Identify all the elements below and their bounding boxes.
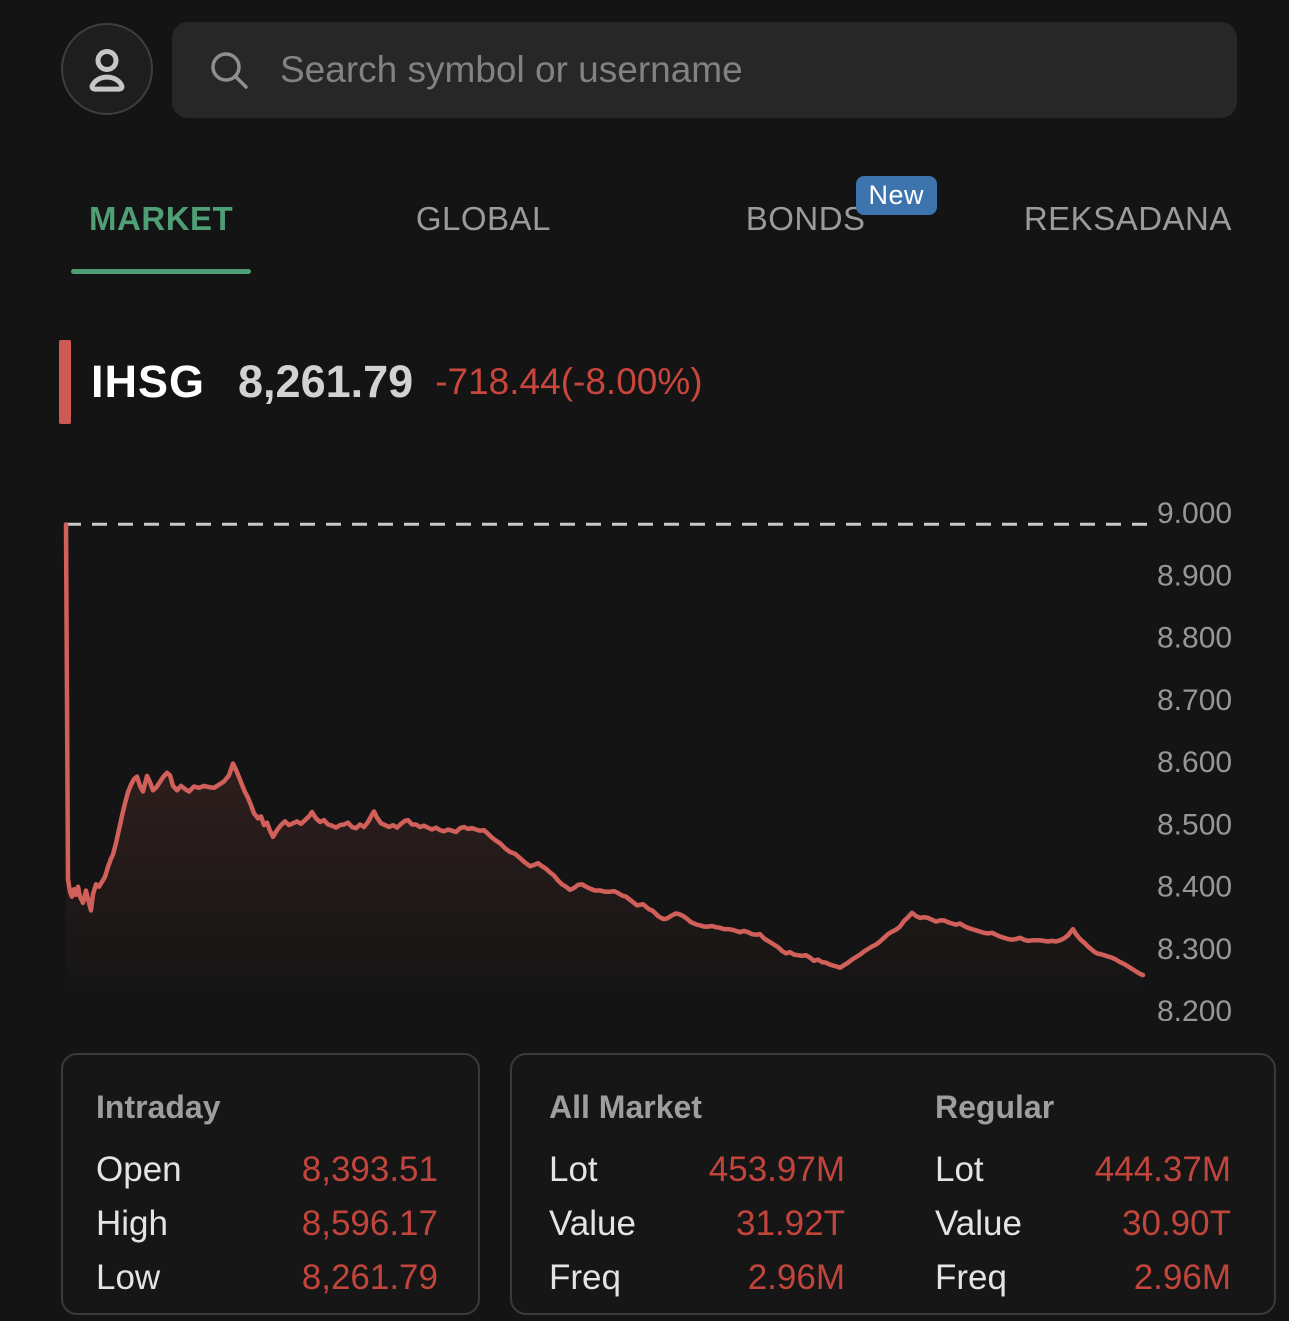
svg-text:8.200: 8.200 bbox=[1157, 995, 1232, 1021]
stat-label: Freq bbox=[549, 1258, 621, 1297]
price-chart[interactable]: 9.000 8.900 8.800 8.700 8.600 8.500 8.400 8.300… bbox=[0, 490, 1289, 1021]
regular-column: Regular Lot 444.37M Value 30.90T Freq 2.… bbox=[935, 1089, 1231, 1313]
stat-value: 8,393.51 bbox=[301, 1150, 438, 1189]
stat-value: 2.96M bbox=[747, 1258, 845, 1297]
tab-global[interactable]: GLOBAL bbox=[322, 164, 644, 274]
svg-text:9.000: 9.000 bbox=[1157, 497, 1232, 530]
svg-text:8.800: 8.800 bbox=[1157, 622, 1232, 655]
tab-reksadana[interactable]: REKSADANA bbox=[967, 164, 1289, 274]
tab-market[interactable]: MARKET bbox=[0, 164, 322, 274]
stat-label: Open bbox=[96, 1150, 182, 1189]
stat-value: 31.92T bbox=[736, 1204, 845, 1243]
accent-bar bbox=[59, 340, 71, 424]
tab-bar: MARKET GLOBAL BONDS New REKSADANA bbox=[0, 164, 1289, 274]
person-icon bbox=[89, 49, 125, 92]
stat-row-freq: Freq 2.96M bbox=[935, 1258, 1231, 1298]
stat-row-value: Value 30.90T bbox=[935, 1204, 1231, 1244]
stat-row-freq: Freq 2.96M bbox=[549, 1258, 845, 1298]
stat-label: Lot bbox=[549, 1150, 598, 1189]
stat-row-open: Open 8,393.51 bbox=[96, 1150, 438, 1190]
stat-label: Low bbox=[96, 1258, 161, 1297]
regular-title: Regular bbox=[935, 1089, 1055, 1125]
svg-text:8.400: 8.400 bbox=[1157, 871, 1232, 904]
tab-reksadana-label: REKSADANA bbox=[1023, 200, 1232, 237]
svg-text:8.500: 8.500 bbox=[1157, 808, 1232, 841]
search-input[interactable] bbox=[278, 48, 1237, 92]
new-badge: New bbox=[855, 176, 938, 215]
stat-value: 444.37M bbox=[1094, 1150, 1231, 1189]
search-icon bbox=[211, 52, 248, 89]
intraday-title: Intraday bbox=[96, 1089, 221, 1125]
all-market-column: All Market Lot 453.97M Value 31.92T Freq… bbox=[549, 1089, 845, 1313]
svg-text:8.700: 8.700 bbox=[1157, 684, 1232, 717]
change-value: -718.44(-8.00%) bbox=[435, 361, 703, 402]
tab-bonds[interactable]: BONDS New bbox=[645, 164, 967, 274]
quote-header: IHSG 8,261.79 -718.44(-8.00%) bbox=[59, 339, 703, 425]
price-value: 8,261.79 bbox=[238, 356, 414, 407]
stat-label: Lot bbox=[935, 1150, 984, 1189]
stat-row-value: Value 31.92T bbox=[549, 1204, 845, 1244]
tab-bonds-label: BONDS bbox=[745, 200, 866, 237]
active-tab-underline bbox=[71, 269, 252, 274]
stat-label: Value bbox=[935, 1204, 1022, 1243]
stat-value: 8,596.17 bbox=[301, 1204, 438, 1243]
stat-label: Freq bbox=[935, 1258, 1007, 1297]
market-stats-panel: All Market Lot 453.97M Value 31.92T Freq… bbox=[510, 1053, 1276, 1315]
stat-row-high: High 8,596.17 bbox=[96, 1204, 438, 1244]
stat-value: 30.90T bbox=[1122, 1204, 1231, 1243]
stat-label: High bbox=[96, 1204, 168, 1243]
svg-text:8.900: 8.900 bbox=[1157, 559, 1232, 592]
avatar-button[interactable] bbox=[61, 23, 153, 115]
stat-value: 453.97M bbox=[708, 1150, 845, 1189]
intraday-panel: Intraday Open 8,393.51 High 8,596.17 Low… bbox=[61, 1053, 480, 1315]
stat-value: 2.96M bbox=[1133, 1258, 1231, 1297]
stat-value: 8,261.79 bbox=[301, 1258, 438, 1297]
stat-row-lot: Lot 453.97M bbox=[549, 1150, 845, 1190]
stat-row-lot: Lot 444.37M bbox=[935, 1150, 1231, 1190]
tab-market-label: MARKET bbox=[89, 200, 234, 237]
tab-global-label: GLOBAL bbox=[415, 200, 551, 237]
stat-row-low: Low 8,261.79 bbox=[96, 1258, 438, 1298]
stat-label: Value bbox=[549, 1204, 636, 1243]
svg-text:8.300: 8.300 bbox=[1157, 933, 1232, 966]
search-bar[interactable] bbox=[172, 22, 1237, 118]
symbol-label: IHSG bbox=[91, 356, 206, 407]
all-market-title: All Market bbox=[549, 1089, 702, 1125]
svg-text:8.600: 8.600 bbox=[1157, 746, 1232, 779]
